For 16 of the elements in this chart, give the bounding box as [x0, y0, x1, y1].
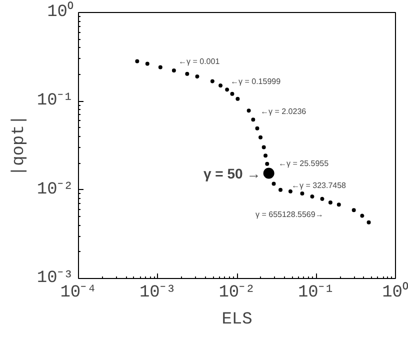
x-tick-label: 10⁻¹: [298, 284, 335, 302]
annotation: ←γ = 0.001: [178, 57, 220, 66]
annotation: ←γ = 323.7458: [292, 181, 347, 190]
y-tick-label: 10⁻¹: [36, 92, 74, 111]
y-axis-title: |qopt|: [10, 114, 29, 176]
y-tick-label: 10⁻²: [36, 180, 74, 200]
y-tick-label: 10⁰: [47, 1, 74, 22]
annotation: ←γ = 2.0236: [260, 107, 307, 116]
annotation: γ = 50 →: [204, 166, 261, 182]
x-tick-label: 10⁰: [382, 282, 408, 302]
annotation: ←γ = 0.15999: [230, 77, 282, 86]
x-tick-label: 10⁻³: [139, 284, 176, 302]
annotation: ←γ = 25.5955: [278, 159, 330, 168]
x-axis-title: ELS: [222, 310, 252, 330]
annotation: γ = 655128.5569→: [256, 210, 324, 219]
x-tick-label: 10⁻²: [218, 284, 256, 302]
